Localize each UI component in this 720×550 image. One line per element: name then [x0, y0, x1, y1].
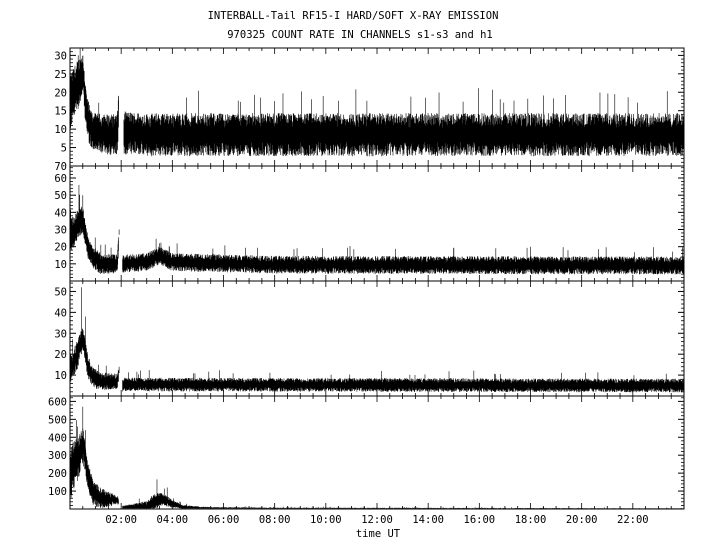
panel-4-ytick-label-500: 500 [48, 414, 67, 426]
panel-1-ytick-label-10: 10 [54, 124, 67, 136]
panel-1-ytick-label-30: 30 [54, 50, 67, 62]
panel-3-ytick-label-10: 10 [54, 370, 67, 382]
panel-1-ytick-label-20: 20 [54, 87, 67, 99]
x-tick-label-0400: 04:00 [157, 514, 189, 526]
x-tick-label-0600: 06:00 [208, 514, 240, 526]
panel-4-ytick-label-100: 100 [48, 486, 67, 498]
panel-3: 10 20 30 40 50 [54, 280, 685, 397]
panel-3-frame [69, 280, 685, 397]
panel-4-trace [69, 406, 685, 509]
x-tick-label-1800: 18:00 [515, 514, 547, 526]
x-tick-label-2200: 22:00 [617, 514, 649, 526]
x-tick-label-1200: 12:00 [361, 514, 393, 526]
panel-1: 5 10 15 20 25 30 [54, 47, 685, 167]
panel-4-frame [69, 395, 685, 510]
panel-2-trace [69, 184, 685, 275]
x-axis-label: time UT [356, 528, 401, 540]
panel-4-ytick-label-600: 600 [48, 396, 67, 408]
panel-4: 100 200 300 400 500 600 [48, 395, 685, 510]
panel-3-ytick-label-40: 40 [54, 307, 67, 319]
panel-2-ytick-label-60: 60 [54, 173, 67, 185]
x-tick-label-1600: 16:00 [464, 514, 496, 526]
panel-1-ytick-label-15: 15 [54, 106, 67, 118]
panel-3-ytick-label-20: 20 [54, 349, 67, 361]
panel-2-ytop-label: 70 [54, 161, 67, 173]
x-tick-label-0800: 08:00 [259, 514, 291, 526]
panel-1-trace [69, 48, 685, 157]
panel-2-ytick-label-50: 50 [54, 190, 67, 202]
panel-2-ytick-label-30: 30 [54, 225, 67, 237]
panel-3-trace [69, 287, 685, 393]
x-tick-label-2000: 20:00 [566, 514, 598, 526]
panel-1-ytick-label-5: 5 [61, 143, 67, 155]
panel-2-ytick-label-20: 20 [54, 242, 67, 254]
panel-3-ytick-label-50: 50 [54, 286, 67, 298]
x-tick-label-1400: 14:00 [412, 514, 444, 526]
panel-4-ytick-label-400: 400 [48, 432, 67, 444]
chart-title: INTERBALL-Tail RF15-I HARD/SOFT X-RAY EM… [208, 10, 499, 22]
panel-4-ytick-label-200: 200 [48, 468, 67, 480]
panel-4-ytick-label-300: 300 [48, 450, 67, 462]
x-tick-label-1000: 10:00 [310, 514, 342, 526]
chart-subtitle: 970325 COUNT RATE IN CHANNELS s1-s3 and … [227, 29, 493, 41]
panel-2-ytick-label-10: 10 [54, 259, 67, 271]
panel-2-ytick-label-40: 40 [54, 207, 67, 219]
x-tick-label-0200: 02:00 [105, 514, 137, 526]
x-axis: 02:00 04:00 06:00 08:00 10:00 12:00 14:00 16:00… [105, 514, 648, 526]
panel-3-ytick-label-30: 30 [54, 328, 67, 340]
panel-1-ytick-label-25: 25 [54, 69, 67, 81]
